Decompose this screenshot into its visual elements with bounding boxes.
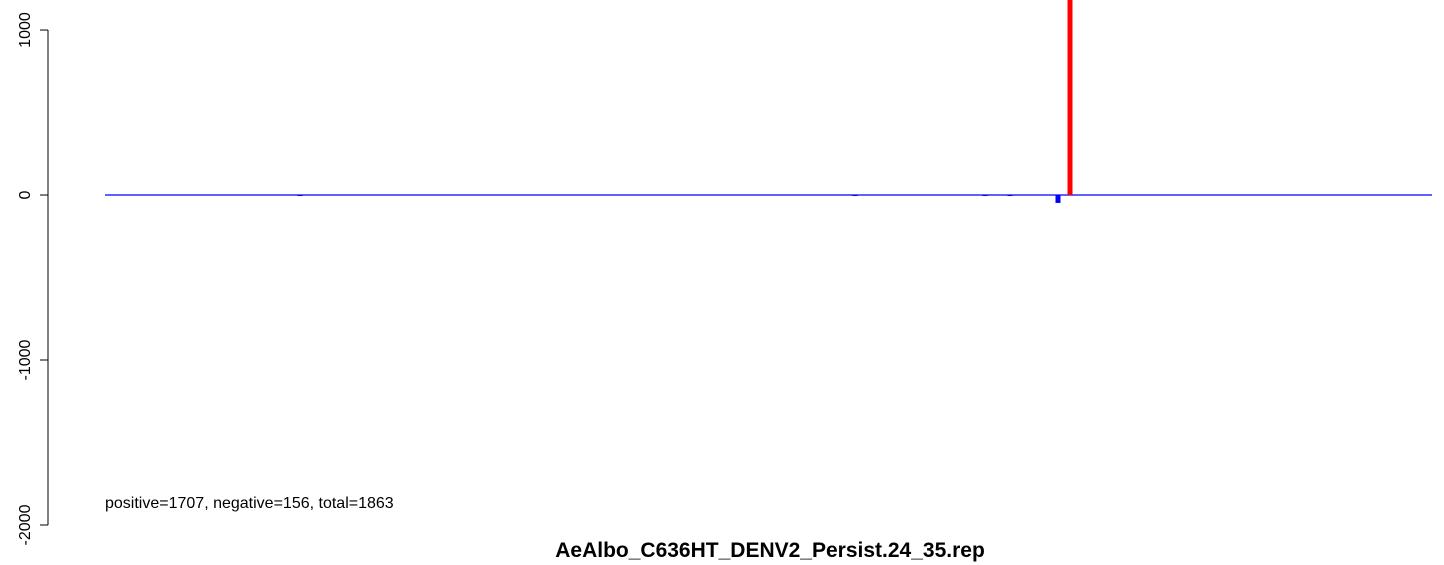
- y-tick-label: 1000: [17, 12, 34, 48]
- bar: [852, 195, 858, 197]
- bar: [1007, 195, 1013, 197]
- bar: [1067, 0, 1073, 196]
- annotation: positive=1707, negative=156, total=1863: [105, 495, 394, 512]
- bar: [982, 195, 988, 197]
- chart-title: AeAlbo_C636HT_DENV2_Persist.24_35.rep: [555, 539, 985, 562]
- bar: [297, 195, 303, 197]
- bar: [1055, 195, 1061, 203]
- y-tick-label: -2000: [17, 504, 34, 545]
- y-tick-label: -1000: [17, 339, 34, 380]
- y-tick-label: 0: [17, 190, 34, 199]
